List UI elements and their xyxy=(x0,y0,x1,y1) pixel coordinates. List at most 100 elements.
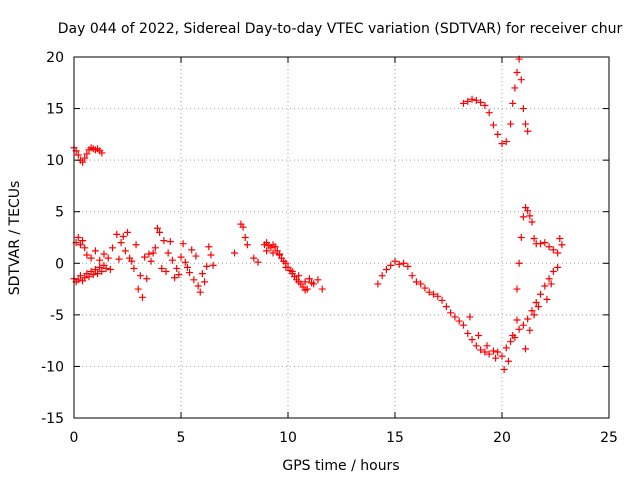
data-point xyxy=(513,316,521,324)
data-point xyxy=(179,240,187,248)
data-point xyxy=(504,357,512,365)
data-point xyxy=(511,84,519,92)
data-point xyxy=(524,315,532,323)
data-point xyxy=(156,228,164,236)
chart-title: Day 044 of 2022, Sidereal Day-to-day VTE… xyxy=(58,21,623,37)
data-point xyxy=(96,263,104,271)
data-point xyxy=(500,366,508,374)
data-point xyxy=(132,241,140,249)
axis-tick-labels: 0 5 10 15 20 25 -15 -10 -5 0 5 10 15 20 xyxy=(41,50,618,446)
data-point xyxy=(263,247,271,255)
data-point xyxy=(166,238,174,246)
data-point xyxy=(404,262,412,270)
data-point xyxy=(494,130,502,138)
data-point xyxy=(534,303,542,311)
data-point xyxy=(547,280,555,288)
data-point xyxy=(528,218,536,226)
data-point xyxy=(442,303,450,311)
data-point xyxy=(528,307,536,315)
data-point xyxy=(250,254,258,262)
data-point xyxy=(447,309,455,317)
data-point xyxy=(94,270,102,278)
data-point xyxy=(192,252,200,260)
x-tick-label: 0 xyxy=(70,430,79,446)
data-point xyxy=(537,240,545,248)
data-point xyxy=(271,243,279,251)
data-point xyxy=(79,158,87,166)
data-point xyxy=(537,290,545,298)
data-point xyxy=(104,254,112,262)
data-point xyxy=(158,264,166,272)
y-tick-label: -5 xyxy=(50,308,64,324)
data-point xyxy=(387,261,395,269)
data-point xyxy=(526,326,534,334)
data-point xyxy=(558,241,566,249)
data-point xyxy=(468,336,476,344)
data-point xyxy=(502,138,510,146)
data-point xyxy=(173,264,181,272)
data-point xyxy=(515,325,523,333)
data-point xyxy=(489,347,497,355)
data-point xyxy=(102,264,110,272)
data-point xyxy=(151,244,159,252)
data-point xyxy=(117,239,125,247)
data-point xyxy=(301,278,309,286)
data-point xyxy=(530,235,538,243)
data-point xyxy=(395,260,403,268)
x-tick-label: 15 xyxy=(386,430,404,446)
data-point xyxy=(425,288,433,296)
data-point xyxy=(74,276,82,284)
data-point xyxy=(282,263,290,271)
data-point xyxy=(434,292,442,300)
data-point xyxy=(164,249,172,257)
data-point xyxy=(198,270,206,278)
data-point xyxy=(98,149,106,157)
data-point xyxy=(507,120,515,128)
y-tick-label: 15 xyxy=(46,102,64,118)
data-point xyxy=(545,275,553,283)
data-point xyxy=(498,352,506,360)
data-point xyxy=(412,278,420,286)
data-point xyxy=(543,295,551,303)
data-point xyxy=(408,272,416,280)
data-point xyxy=(513,68,521,76)
data-point xyxy=(417,280,425,288)
data-point xyxy=(451,313,459,321)
data-point xyxy=(147,257,155,265)
data-point xyxy=(522,120,530,128)
data-point xyxy=(79,237,87,245)
data-point xyxy=(474,331,482,339)
data-point xyxy=(517,234,525,241)
data-point xyxy=(196,288,204,296)
data-point xyxy=(136,272,144,280)
data-point xyxy=(201,278,209,286)
data-point xyxy=(149,249,157,257)
data-point xyxy=(515,259,523,267)
y-tick-label: 20 xyxy=(46,50,64,66)
data-point xyxy=(374,280,382,288)
data-point xyxy=(464,97,472,105)
data-point xyxy=(382,265,390,273)
data-point xyxy=(509,99,517,107)
data-point xyxy=(489,121,497,129)
data-point xyxy=(545,243,553,251)
x-tick-label: 10 xyxy=(279,430,297,446)
data-point xyxy=(76,272,84,280)
data-point xyxy=(91,265,99,273)
data-point xyxy=(549,268,557,276)
data-point xyxy=(459,321,467,329)
data-point xyxy=(459,99,467,107)
data-point xyxy=(98,268,106,276)
data-point xyxy=(507,338,515,346)
data-point xyxy=(430,290,438,298)
data-point xyxy=(87,254,95,262)
y-tick-label: -10 xyxy=(41,359,64,375)
data-point xyxy=(121,247,129,255)
data-point xyxy=(532,298,540,306)
data-point xyxy=(481,101,489,109)
data-point xyxy=(243,241,251,249)
data-point xyxy=(162,268,170,276)
data-point xyxy=(318,285,326,293)
data-point xyxy=(76,241,84,249)
